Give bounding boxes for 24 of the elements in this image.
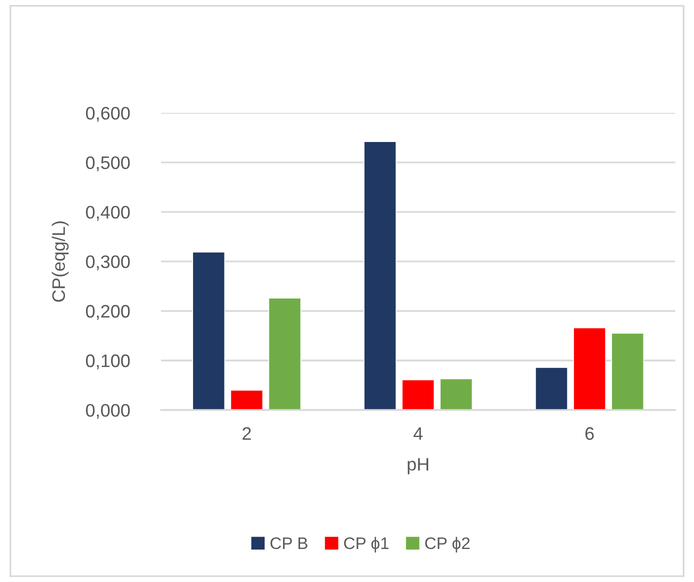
- y-tick-label: 0,600: [86, 106, 130, 122]
- bar: [192, 252, 226, 410]
- y-tick-label: 0,300: [86, 255, 130, 270]
- bar: [364, 141, 397, 410]
- y-tick-label: 0,200: [86, 304, 130, 320]
- legend-label: CP B: [270, 537, 308, 550]
- legend-label: CP ϕ1: [344, 536, 389, 552]
- bar: [611, 332, 644, 410]
- y-axis-title: CP(eqg/L): [52, 221, 69, 302]
- bar: [535, 367, 568, 410]
- y-tick-label: 0,400: [86, 206, 130, 221]
- bar: [230, 390, 264, 410]
- y-tick-label: 0,500: [86, 156, 130, 172]
- x-tick-label: 4: [414, 427, 423, 440]
- bar: [440, 378, 473, 410]
- x-axis-title: pH: [408, 458, 428, 474]
- x-tick-label: 2: [242, 427, 251, 440]
- y-tick-label: 0,000: [86, 404, 130, 419]
- legend-label: CP ϕ2: [425, 536, 470, 552]
- bar: [268, 298, 302, 410]
- bar: [402, 379, 435, 410]
- bar: [573, 327, 606, 410]
- y-tick-label: 0,100: [86, 354, 130, 370]
- x-tick-label: 6: [585, 427, 594, 440]
